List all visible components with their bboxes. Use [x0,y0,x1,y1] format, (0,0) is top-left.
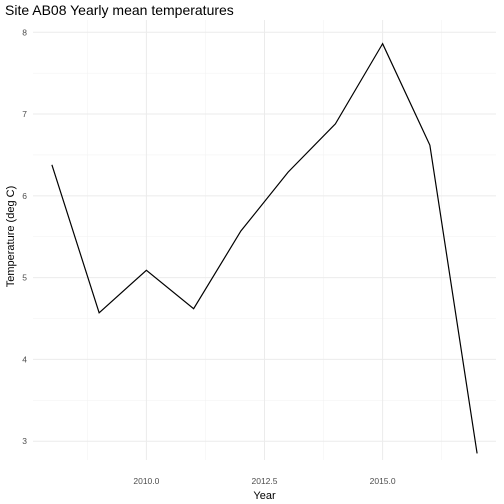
y-tick-label: 4 [22,354,27,364]
y-tick-label: 6 [22,191,27,201]
series-group [51,42,478,454]
x-axis-ticks: 2010.0 2012.5 2015.0 [133,476,395,486]
y-tick-label: 8 [22,27,27,37]
chart-title: Site AB08 Yearly mean temperatures [5,2,234,18]
x-tick-label: 2015.0 [370,476,396,486]
y-tick-label: 3 [22,436,27,446]
y-tick-label: 7 [22,109,27,119]
y-axis-ticks: 3 4 5 6 7 8 [22,27,27,446]
x-tick-label: 2010.0 [133,476,159,486]
x-axis-title: Year [253,490,276,502]
series-line [51,42,478,454]
y-axis-title: Temperature (deg C) [5,186,17,288]
major-grid [33,20,496,460]
y-tick-label: 5 [22,273,27,283]
x-tick-label: 2012.5 [252,476,278,486]
